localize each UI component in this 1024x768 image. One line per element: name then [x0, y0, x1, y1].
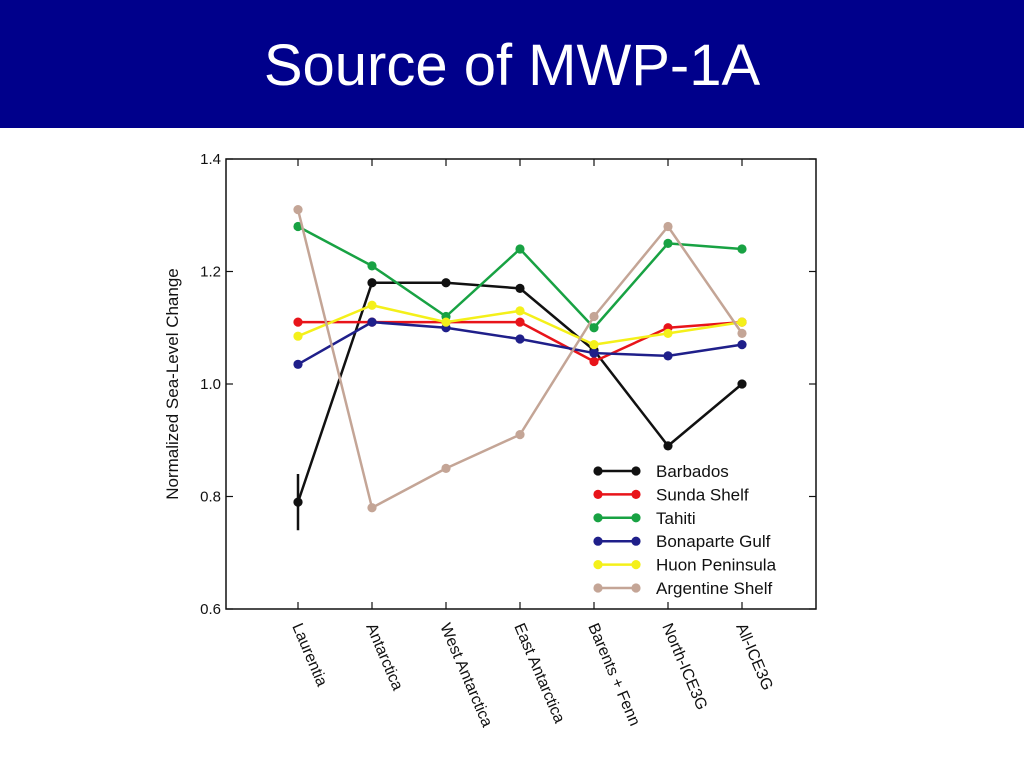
legend-label: Barbados: [656, 462, 729, 481]
data-point: [663, 351, 673, 361]
data-point: [441, 278, 451, 288]
legend-swatch-dot: [593, 466, 603, 476]
y-axis-label: Normalized Sea-Level Change: [163, 268, 182, 500]
series-bonaparte-gulf: [293, 317, 747, 369]
series-tahiti: [293, 221, 747, 333]
y-tick-label: 0.8: [200, 489, 221, 506]
data-point: [737, 340, 747, 350]
data-point: [589, 311, 599, 322]
legend-item: Bonaparte Gulf: [593, 532, 771, 551]
data-point: [515, 334, 525, 344]
legend-swatch-dot: [593, 536, 603, 546]
data-point: [737, 328, 747, 338]
legend-swatch-dot: [631, 583, 641, 593]
data-point: [663, 238, 673, 248]
x-category-label: East Antarctica: [510, 621, 567, 726]
data-point: [663, 328, 673, 338]
data-point: [589, 340, 599, 350]
y-tick-label: 1.0: [200, 376, 221, 393]
legend-swatch-dot: [593, 560, 603, 570]
data-point: [663, 221, 673, 232]
data-point: [737, 244, 747, 254]
x-category-label: Antarctica: [362, 621, 405, 693]
data-point: [515, 283, 525, 293]
legend-label: Sunda Shelf: [656, 485, 749, 504]
legend-item: Huon Peninsula: [593, 556, 777, 575]
data-point: [589, 323, 599, 333]
data-point: [293, 359, 303, 369]
x-category-label: All-ICE3G: [732, 621, 775, 693]
data-point: [663, 441, 673, 451]
x-category-label: Barents + Fenn: [584, 621, 643, 729]
legend-swatch-dot: [631, 536, 641, 546]
data-point: [589, 348, 599, 358]
data-point: [293, 317, 303, 327]
x-category-label: Laurentia: [288, 621, 330, 689]
data-point: [441, 463, 451, 473]
legend-label: Huon Peninsula: [656, 556, 777, 575]
data-point: [293, 221, 303, 232]
data-point: [293, 205, 303, 215]
y-tick-label: 1.4: [200, 151, 221, 168]
legend-swatch-dot: [631, 560, 641, 570]
data-point: [441, 317, 451, 327]
x-category-label: West Antarctica: [436, 621, 495, 730]
series-argentine-shelf: [293, 205, 747, 513]
data-point: [737, 317, 747, 327]
legend-item: Sunda Shelf: [593, 485, 749, 504]
legend-swatch-dot: [631, 513, 641, 523]
data-point: [367, 261, 377, 271]
data-point: [367, 503, 377, 513]
legend-label: Argentine Shelf: [656, 579, 773, 598]
data-point: [515, 244, 525, 254]
data-point: [367, 300, 377, 310]
legend-swatch-dot: [593, 583, 603, 593]
x-category-label: North-ICE3G: [658, 621, 710, 713]
data-point: [293, 497, 303, 507]
series-huon-peninsula: [293, 300, 747, 350]
data-point: [293, 331, 303, 341]
title-bar: [0, 0, 1024, 128]
legend-item: Argentine Shelf: [593, 579, 773, 598]
legend-swatch-dot: [593, 489, 603, 499]
legend-swatch-dot: [631, 466, 641, 476]
legend-swatch-dot: [631, 489, 641, 499]
legend-item: Barbados: [593, 462, 729, 481]
slide-title: Source of MWP-1A: [263, 33, 761, 98]
data-point: [367, 278, 377, 288]
data-point: [737, 379, 747, 389]
data-point: [515, 430, 525, 440]
y-tick-label: 0.6: [200, 601, 221, 618]
legend-label: Bonaparte Gulf: [656, 532, 771, 551]
data-point: [367, 317, 377, 327]
y-tick-label: 1.2: [200, 264, 221, 281]
data-point: [515, 317, 525, 327]
data-point: [515, 306, 525, 316]
legend-label: Tahiti: [656, 509, 696, 528]
legend-item: Tahiti: [593, 509, 696, 528]
legend-swatch-dot: [593, 513, 603, 523]
data-point: [589, 356, 599, 367]
